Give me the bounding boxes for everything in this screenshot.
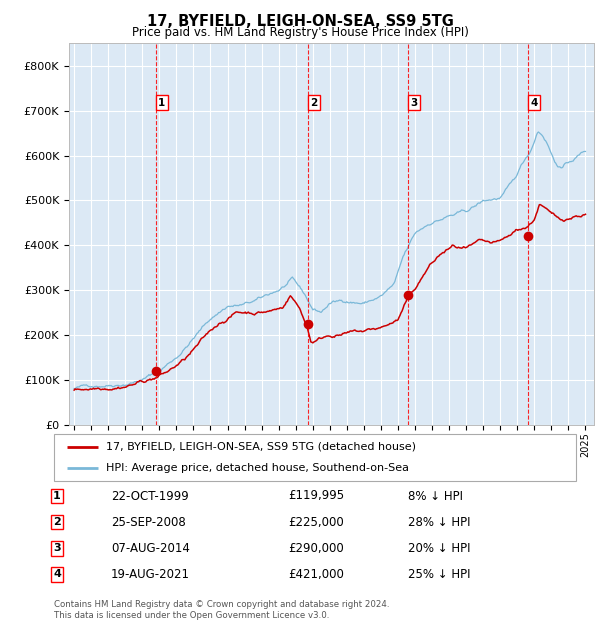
Text: 4: 4 [53, 569, 61, 579]
Text: 28% ↓ HPI: 28% ↓ HPI [408, 516, 470, 528]
Text: HPI: Average price, detached house, Southend-on-Sea: HPI: Average price, detached house, Sout… [106, 463, 409, 473]
Text: 25% ↓ HPI: 25% ↓ HPI [408, 568, 470, 580]
Text: Contains HM Land Registry data © Crown copyright and database right 2024.: Contains HM Land Registry data © Crown c… [54, 600, 389, 609]
Text: £225,000: £225,000 [288, 516, 344, 528]
Text: 1: 1 [53, 491, 61, 501]
Text: £421,000: £421,000 [288, 568, 344, 580]
Text: 3: 3 [53, 543, 61, 553]
Text: 17, BYFIELD, LEIGH-ON-SEA, SS9 5TG: 17, BYFIELD, LEIGH-ON-SEA, SS9 5TG [146, 14, 454, 29]
Text: 3: 3 [410, 97, 418, 107]
Text: 22-OCT-1999: 22-OCT-1999 [111, 490, 189, 502]
Text: 1: 1 [158, 97, 166, 107]
Text: £290,000: £290,000 [288, 542, 344, 554]
Text: 17, BYFIELD, LEIGH-ON-SEA, SS9 5TG (detached house): 17, BYFIELD, LEIGH-ON-SEA, SS9 5TG (deta… [106, 441, 416, 451]
Text: 20% ↓ HPI: 20% ↓ HPI [408, 542, 470, 554]
Text: 4: 4 [530, 97, 538, 107]
Text: £119,995: £119,995 [288, 490, 344, 502]
FancyBboxPatch shape [54, 434, 576, 481]
Text: 2: 2 [310, 97, 317, 107]
Text: 8% ↓ HPI: 8% ↓ HPI [408, 490, 463, 502]
Text: 07-AUG-2014: 07-AUG-2014 [111, 542, 190, 554]
Text: This data is licensed under the Open Government Licence v3.0.: This data is licensed under the Open Gov… [54, 611, 329, 620]
Text: 19-AUG-2021: 19-AUG-2021 [111, 568, 190, 580]
Text: Price paid vs. HM Land Registry's House Price Index (HPI): Price paid vs. HM Land Registry's House … [131, 26, 469, 39]
Text: 2: 2 [53, 517, 61, 527]
Text: 25-SEP-2008: 25-SEP-2008 [111, 516, 186, 528]
